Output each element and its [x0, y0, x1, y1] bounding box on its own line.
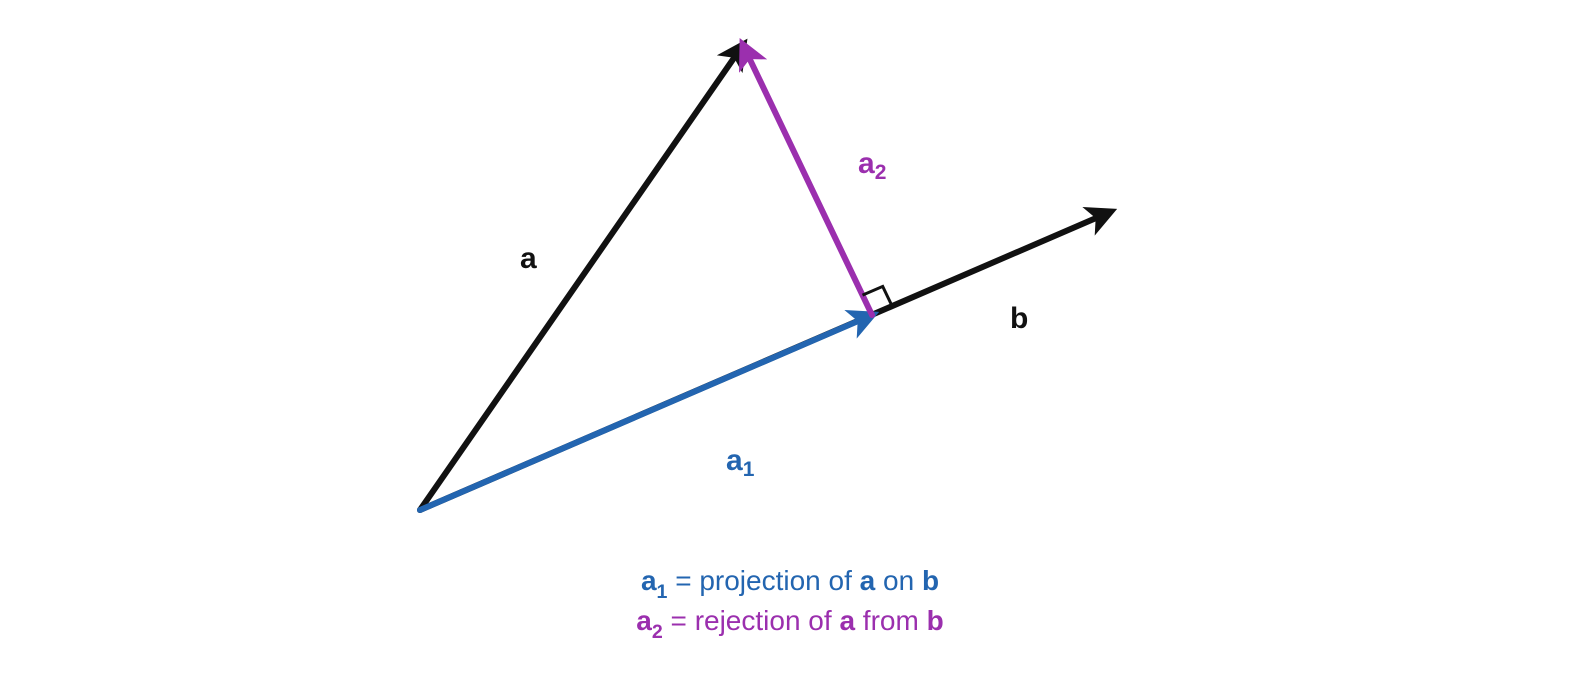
label-a2-sub: 2	[875, 161, 887, 184]
vector-a2-rejection	[743, 45, 872, 315]
caption1-a1-base: a	[641, 565, 657, 596]
caption-line-2: a2 = rejection of a from b	[636, 605, 943, 643]
label-b: b	[1010, 302, 1028, 335]
label-a1-base: a	[726, 444, 743, 477]
caption2-post: from	[855, 605, 927, 636]
caption-line-1: a1 = projection of a on b	[641, 565, 939, 603]
caption2-a2-base: a	[636, 605, 652, 636]
caption2-a2-sub: 2	[652, 621, 663, 643]
vector-projection-diagram: a b a1 a2 a1 = projection of a on b a2 =…	[0, 0, 1580, 690]
caption2-mid: = rejection of	[663, 605, 840, 636]
caption1-post: on	[875, 565, 922, 596]
label-a: a	[520, 242, 537, 275]
caption2-a: a	[839, 605, 855, 636]
label-a1-sub: 1	[743, 458, 755, 481]
caption1-a1-sub: 1	[657, 581, 668, 603]
label-a1: a1	[726, 444, 755, 481]
caption1-b: b	[922, 565, 939, 596]
label-a2-base: a	[858, 147, 875, 180]
label-a2: a2	[858, 147, 886, 184]
caption1-mid: = projection of	[667, 565, 859, 596]
caption2-b: b	[927, 605, 944, 636]
caption1-a: a	[860, 565, 876, 596]
